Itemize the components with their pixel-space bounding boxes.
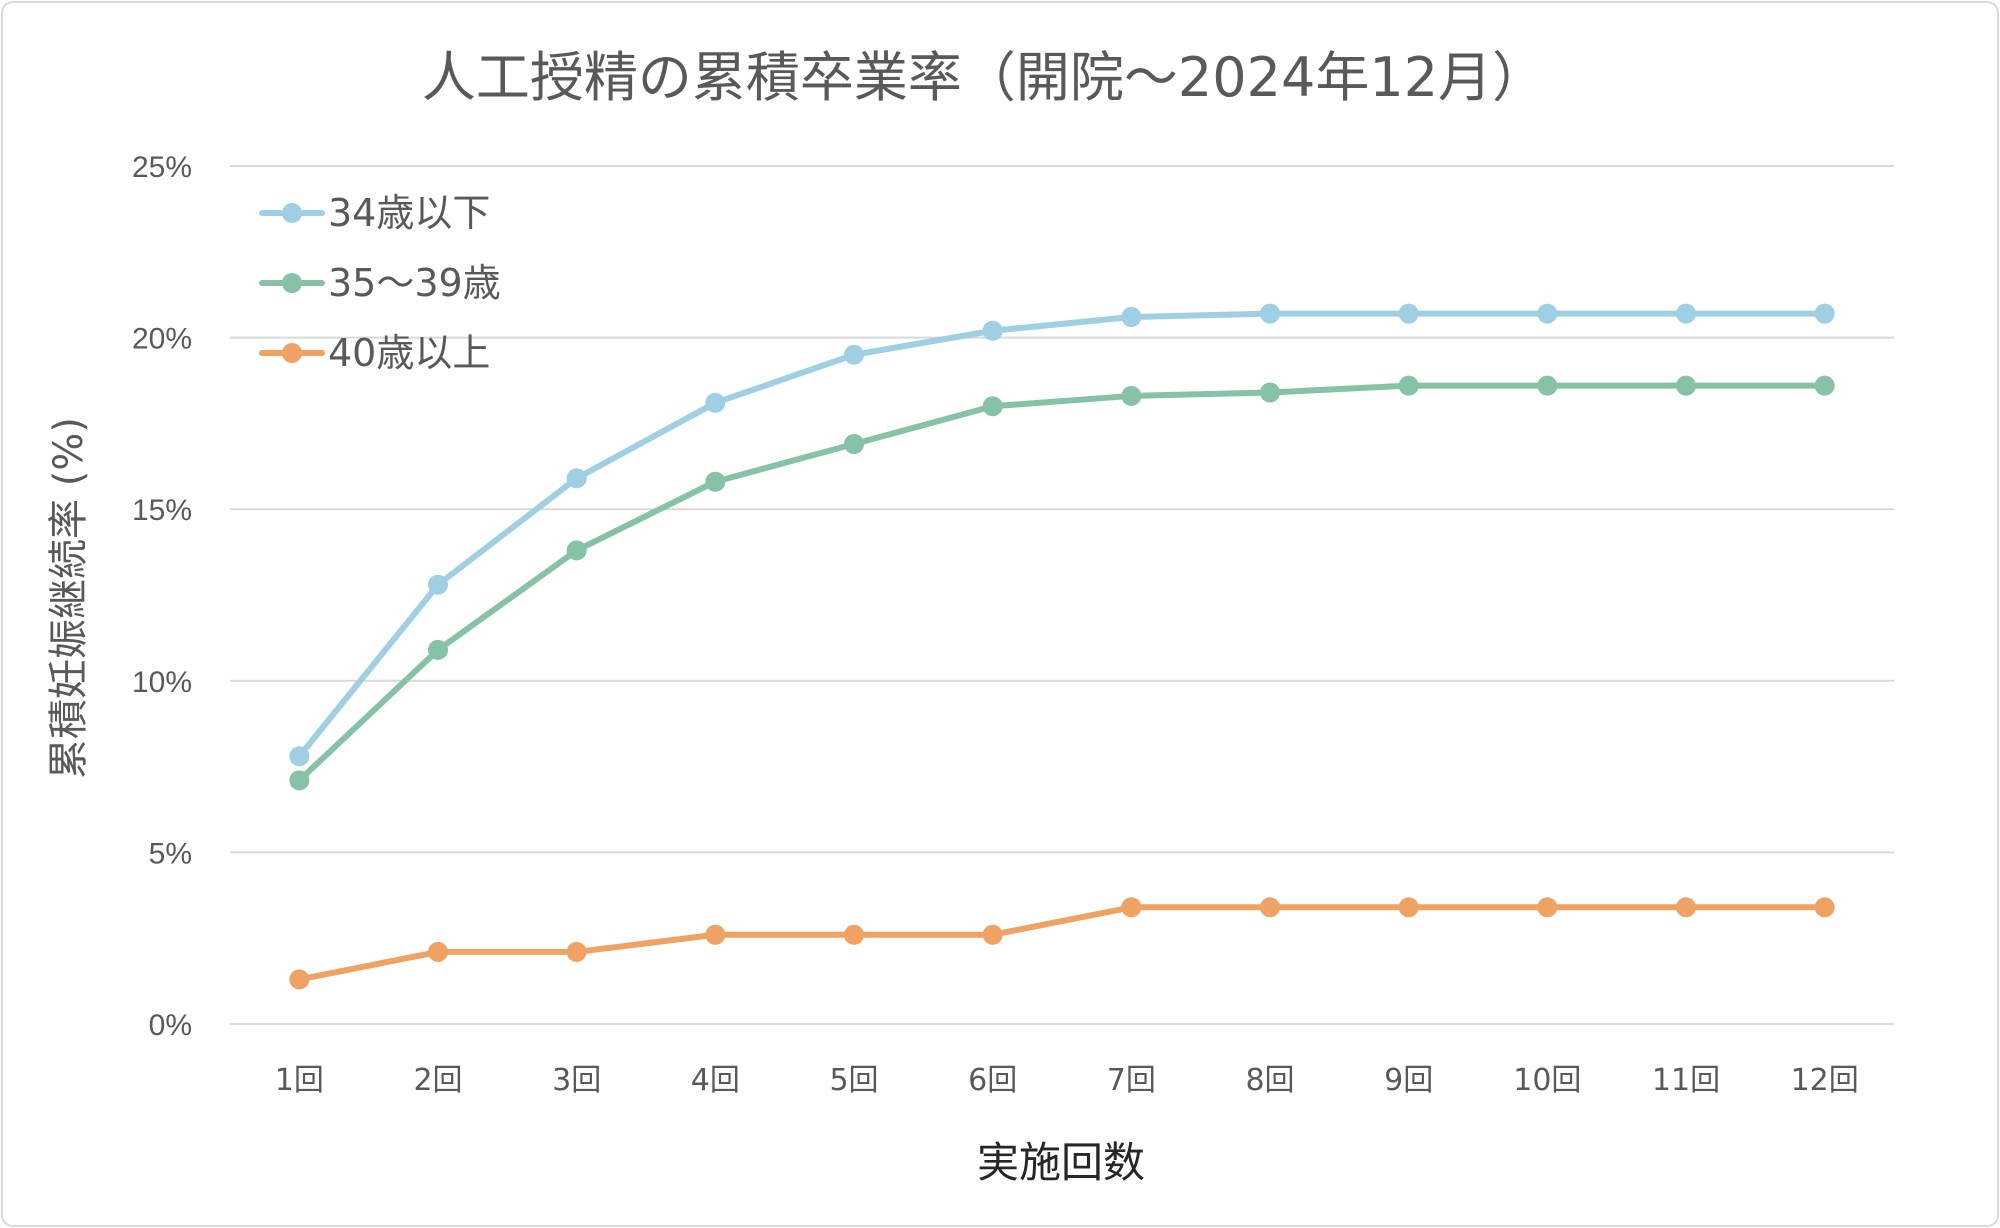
x-tick-label: 5回: [829, 1063, 878, 1098]
y-axis-title: 累積妊娠継続率 (%): [46, 417, 92, 779]
data-point: [1398, 375, 1419, 396]
legend-label: 40歳以上: [328, 331, 490, 375]
x-tick-label: 9回: [1384, 1063, 1433, 1098]
data-point: [1537, 375, 1558, 396]
data-point: [1398, 303, 1419, 324]
series-line: [296, 310, 1828, 760]
series-1: [289, 303, 1835, 767]
data-point: [1537, 897, 1558, 918]
data-point: [844, 433, 864, 454]
y-tick-label: 0%: [149, 1009, 192, 1042]
x-tick-label: 11回: [1652, 1063, 1720, 1098]
x-axis-ticks: 1回 2回 3回 4回 5回 6回 7回 8回 9回 10回 11回 12回: [275, 1063, 1859, 1098]
legend-label: 35〜39歳: [328, 261, 501, 305]
data-point: [982, 924, 1003, 945]
data-point: [705, 924, 726, 945]
x-tick-label: 3回: [552, 1063, 601, 1098]
legend-marker-icon: [282, 203, 302, 223]
x-tick-label: 12回: [1791, 1063, 1859, 1098]
y-tick-label: 25%: [132, 151, 192, 184]
data-point: [705, 471, 726, 492]
data-point: [1676, 375, 1696, 396]
gridlines: [230, 165, 1894, 1025]
y-tick-label: 10%: [132, 666, 192, 699]
legend-label: 34歳以下: [328, 191, 490, 235]
y-tick-label: 5%: [149, 837, 192, 870]
y-tick-label: 15%: [132, 494, 192, 527]
data-point: [566, 540, 587, 561]
x-tick-label: 10回: [1513, 1063, 1581, 1098]
x-tick-label: 7回: [1107, 1063, 1156, 1098]
data-point: [289, 746, 310, 767]
data-point: [1676, 303, 1696, 324]
legend-item: 35〜39歳: [259, 261, 501, 305]
data-point: [982, 396, 1003, 417]
legend-item: 34歳以下: [259, 191, 490, 235]
data-point: [428, 574, 448, 595]
series-2: [289, 375, 1835, 791]
data-point: [844, 344, 864, 365]
series-line: [296, 382, 1828, 784]
data-point: [1121, 385, 1142, 406]
y-axis-ticks: 0% 5% 10% 15% 20% 25%: [132, 151, 192, 1042]
x-axis-title: 実施回数: [977, 1138, 1145, 1187]
data-point: [1260, 382, 1280, 403]
data-point: [289, 969, 310, 990]
legend: 34歳以下 35〜39歳 40歳以上: [259, 191, 501, 375]
data-point: [428, 639, 448, 660]
x-tick-label: 8回: [1245, 1063, 1294, 1098]
x-tick-label: 2回: [413, 1063, 462, 1098]
chart-title: 人工授精の累積卒業率（開院〜2024年12月）: [422, 46, 1546, 109]
data-point: [1121, 307, 1142, 328]
x-tick-label: 1回: [275, 1063, 324, 1098]
data-point: [1814, 375, 1835, 396]
series-layer: [289, 303, 1835, 990]
data-point: [982, 320, 1003, 341]
data-point: [844, 924, 864, 945]
data-point: [1260, 897, 1280, 918]
y-tick-label: 20%: [132, 323, 192, 356]
data-point: [1537, 303, 1558, 324]
legend-marker-icon: [282, 343, 302, 363]
data-point: [566, 468, 587, 489]
legend-marker-icon: [282, 273, 302, 293]
x-tick-label: 4回: [691, 1063, 740, 1098]
series-line: [296, 904, 1828, 983]
data-point: [428, 941, 448, 962]
data-point: [1398, 897, 1419, 918]
data-point: [1121, 897, 1142, 918]
data-point: [1814, 303, 1835, 324]
data-point: [705, 392, 726, 413]
x-tick-label: 6回: [968, 1063, 1017, 1098]
data-point: [566, 941, 587, 962]
data-point: [1814, 897, 1835, 918]
data-point: [289, 770, 310, 791]
legend-item: 40歳以上: [259, 331, 490, 375]
data-point: [1676, 897, 1696, 918]
series-3: [289, 897, 1835, 990]
data-point: [1260, 303, 1280, 324]
